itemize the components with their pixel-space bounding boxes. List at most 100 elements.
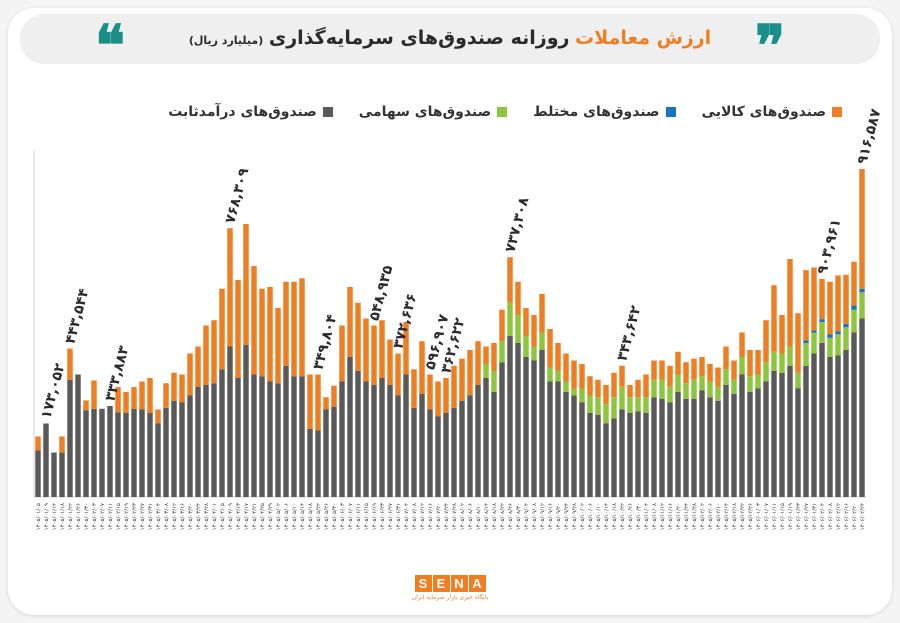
- bar-segment-series-3: [195, 346, 201, 387]
- bar-segment-series-1: [619, 386, 625, 410]
- x-tick-label: ۱۴۰۵/۰۴/۲۹: [268, 503, 274, 530]
- bar-segment-series-0: [859, 318, 865, 497]
- x-tick-label: ۱۴۰۵/۰۶/۰۷: [348, 503, 354, 530]
- bar-segment-series-1: [707, 381, 713, 398]
- x-tick-label: ۱۴۰۵/۰۵/۱۸: [308, 503, 314, 530]
- bar-segment-series-0: [667, 402, 673, 497]
- bar-segment-series-0: [171, 400, 177, 497]
- x-tick-label: ۱۴۰۶/۰۲/۱۲: [836, 503, 842, 530]
- x-tick-label: ۱۴۰۶/۰۱/۰۷: [764, 503, 770, 530]
- data-label: ۱۷۳,۰۵۲: [38, 361, 68, 420]
- bar-segment-series-0: [755, 388, 761, 497]
- bar-segment-series-3: [571, 360, 577, 389]
- x-tick-label: ۱۴۰۵/۰۶/۱۵: [364, 503, 370, 530]
- bar-segment-series-3: [787, 259, 793, 347]
- bar-segment-series-3: [235, 280, 241, 378]
- bar-segment-series-1: [771, 351, 777, 371]
- bar-segment-series-0: [547, 381, 553, 497]
- x-tick-label: ۱۴۰۵/۱۲/۰۶: [708, 503, 714, 530]
- bar-segment-series-0: [59, 452, 65, 497]
- bar-segment-series-2: [859, 288, 865, 293]
- bar-segment-series-3: [307, 374, 313, 429]
- logo-letter: E: [432, 575, 450, 592]
- bar-segment-series-0: [795, 388, 801, 497]
- bar-segment-series-3: [299, 278, 305, 377]
- bar-segment-series-3: [683, 362, 689, 384]
- bar-segment-series-1: [835, 334, 841, 356]
- x-tick-label: ۱۴۰۶/۰۱/۰۳: [756, 503, 762, 530]
- bar-segment-series-3: [531, 315, 537, 347]
- bar-segment-series-0: [683, 399, 689, 497]
- bar-segment-series-0: [147, 413, 153, 497]
- bar-segment-series-0: [251, 374, 257, 497]
- x-tick-label: ۱۴۰۵/۰۵/۱۴: [300, 503, 306, 530]
- bar-segment-series-0: [731, 393, 737, 497]
- chart-legend: صندوق‌های کالایی صندوق‌های مختلط صندوق‌ه…: [168, 104, 842, 120]
- bar-segment-series-3: [91, 380, 97, 409]
- bar-segment-series-0: [179, 402, 185, 497]
- bar-segment-series-1: [675, 374, 681, 392]
- bar-segment-series-0: [635, 411, 641, 497]
- x-tick-label: ۱۴۰۵/۰۵/۰۶: [284, 503, 290, 530]
- bar-segment-series-2: [819, 319, 825, 322]
- x-tick-label: ۱۴۰۵/۰۵/۱۰: [292, 503, 298, 530]
- bar-segment-series-2: [811, 330, 817, 333]
- bar-segment-series-3: [243, 224, 249, 345]
- bar-segment-series-1: [659, 379, 665, 399]
- bar-segment-series-3: [403, 322, 409, 375]
- bar-segment-series-0: [283, 365, 289, 497]
- x-tick-label: ۱۴۰۵/۰۴/۱۳: [236, 503, 242, 530]
- bar-segment-series-3: [259, 288, 265, 377]
- x-tick-label: ۱۴۰۵/۰۷/۱۶: [428, 503, 434, 530]
- x-tick-label: ۱۴۰۵/۰۱/۰۹: [44, 503, 50, 530]
- x-tick-label: ۱۴۰۵/۰۳/۱۶: [180, 503, 186, 530]
- x-tick-label: ۱۴۰۵/۱۱/۱۲: [660, 503, 666, 530]
- bar-segment-series-3: [139, 381, 145, 410]
- bar-segment-series-1: [731, 379, 737, 394]
- bar-segment-series-0: [515, 343, 521, 497]
- bar-segment-series-3: [355, 302, 361, 371]
- bar-segment-series-3: [523, 308, 529, 336]
- x-tick-label: ۱۴۰۵/۱۲/۲۲: [740, 503, 746, 530]
- bar-segment-series-3: [651, 360, 657, 380]
- bar-segment-series-3: [779, 315, 785, 354]
- bar-segment-series-3: [131, 387, 137, 409]
- x-tick-label: ۱۴۰۵/۰۱/۱۸: [60, 503, 66, 530]
- x-tick-label: ۱۴۰۵/۱۲/۱۴: [724, 503, 730, 530]
- bar-segment-series-3: [795, 313, 801, 373]
- bar-segment-series-0: [483, 378, 489, 497]
- bar-segment-series-1: [795, 372, 801, 389]
- x-tick-label: ۱۴۰۵/۱۰/۱۸: [612, 503, 618, 530]
- bar-segment-series-3: [35, 436, 41, 451]
- bar-segment-series-3: [379, 320, 385, 378]
- bar-segment-series-0: [707, 397, 713, 497]
- x-tick-label: ۱۴۰۵/۱۱/۲۸: [692, 503, 698, 530]
- bar-segment-series-0: [107, 406, 113, 497]
- bar-segment-series-0: [307, 428, 313, 497]
- x-tick-label: ۱۴۰۵/۰۹/۰۴: [524, 503, 530, 530]
- bar-segment-series-0: [139, 409, 145, 497]
- bar-segment-series-3: [587, 376, 593, 396]
- x-tick-label: ۱۴۰۵/۰۴/۲۵: [260, 503, 266, 530]
- bar-segment-series-3: [331, 385, 337, 407]
- x-tick-label: ۱۴۰۵/۰۱/۲۲: [68, 503, 74, 530]
- x-tick-label: ۱۴۰۵/۱۱/۰۴: [644, 503, 650, 530]
- bar-segment-series-0: [827, 357, 833, 497]
- bar-segment-series-0: [291, 376, 297, 497]
- x-tick-label: ۱۴۰۵/۰۸/۱۴: [484, 503, 490, 530]
- bar-segment-series-0: [75, 374, 81, 497]
- bar-segment-series-3: [387, 339, 393, 385]
- bar-segment-series-0: [507, 336, 513, 497]
- x-tick-label: ۱۴۰۵/۰۷/۰۴: [404, 503, 410, 530]
- bar-segment-series-0: [243, 344, 249, 497]
- bar-segment-series-0: [83, 410, 89, 497]
- bar-segment-series-3: [163, 383, 169, 408]
- bar-segment-series-0: [115, 412, 121, 497]
- bar-segment-series-1: [747, 376, 753, 392]
- title-unit: (میلیارد ریال): [188, 34, 264, 47]
- x-tick-label: ۱۴۰۵/۰۹/۱۶: [548, 503, 554, 530]
- x-tick-label: ۱۴۰۵/۰۲/۳۱: [148, 503, 154, 530]
- bar-segment-series-3: [419, 341, 425, 394]
- x-tick-label: ۱۴۰۵/۰۴/۱۷: [244, 503, 250, 530]
- bar-segment-series-3: [835, 275, 841, 332]
